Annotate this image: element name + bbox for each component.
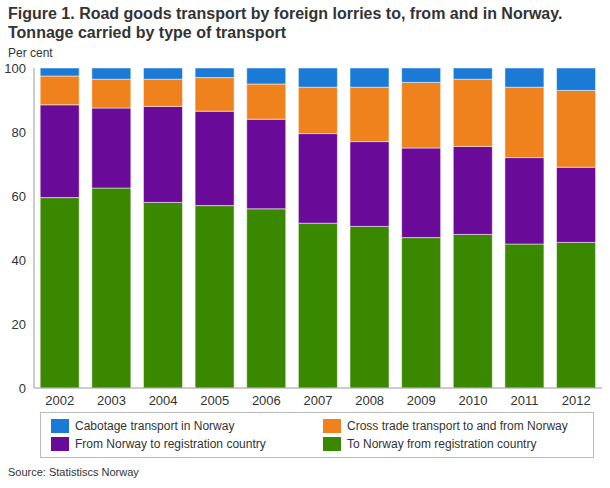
svg-text:100: 100 bbox=[8, 61, 26, 76]
svg-text:80: 80 bbox=[12, 125, 26, 140]
svg-text:2009: 2009 bbox=[407, 393, 436, 408]
svg-text:20: 20 bbox=[12, 317, 26, 332]
html-text:Cross trade transport to and f: Cross trade transport to and from Norway bbox=[347, 419, 568, 433]
html-text:Figure 1. Road goods transport: Figure 1. Road goods transport by foreig… bbox=[8, 5, 563, 41]
svg-text:2004: 2004 bbox=[149, 393, 178, 408]
svg-text:40: 40 bbox=[12, 253, 26, 268]
svg-text:2002: 2002 bbox=[45, 393, 74, 408]
svg-text:2005: 2005 bbox=[200, 393, 229, 408]
svg-text:0: 0 bbox=[19, 381, 26, 396]
svg-text:2003: 2003 bbox=[97, 393, 126, 408]
html-text:From Norway to registration co: From Norway to registration country bbox=[75, 437, 266, 451]
svg-text:2007: 2007 bbox=[304, 393, 333, 408]
svg-text:2012: 2012 bbox=[562, 393, 591, 408]
svg-text:2006: 2006 bbox=[252, 393, 281, 408]
html-text:To Norway from registration co: To Norway from registration country bbox=[347, 437, 537, 451]
svg-text:2008: 2008 bbox=[355, 393, 384, 408]
svg-text:60: 60 bbox=[12, 189, 26, 204]
svg-text:2010: 2010 bbox=[458, 393, 487, 408]
html-text:Cabotage transport in Norway: Cabotage transport in Norway bbox=[75, 419, 235, 433]
svg-text:2011: 2011 bbox=[511, 393, 539, 408]
html-text:Source: Statistiscs Norway: Source: Statistiscs Norway bbox=[8, 466, 139, 478]
html-text:Per cent: Per cent bbox=[8, 46, 53, 60]
